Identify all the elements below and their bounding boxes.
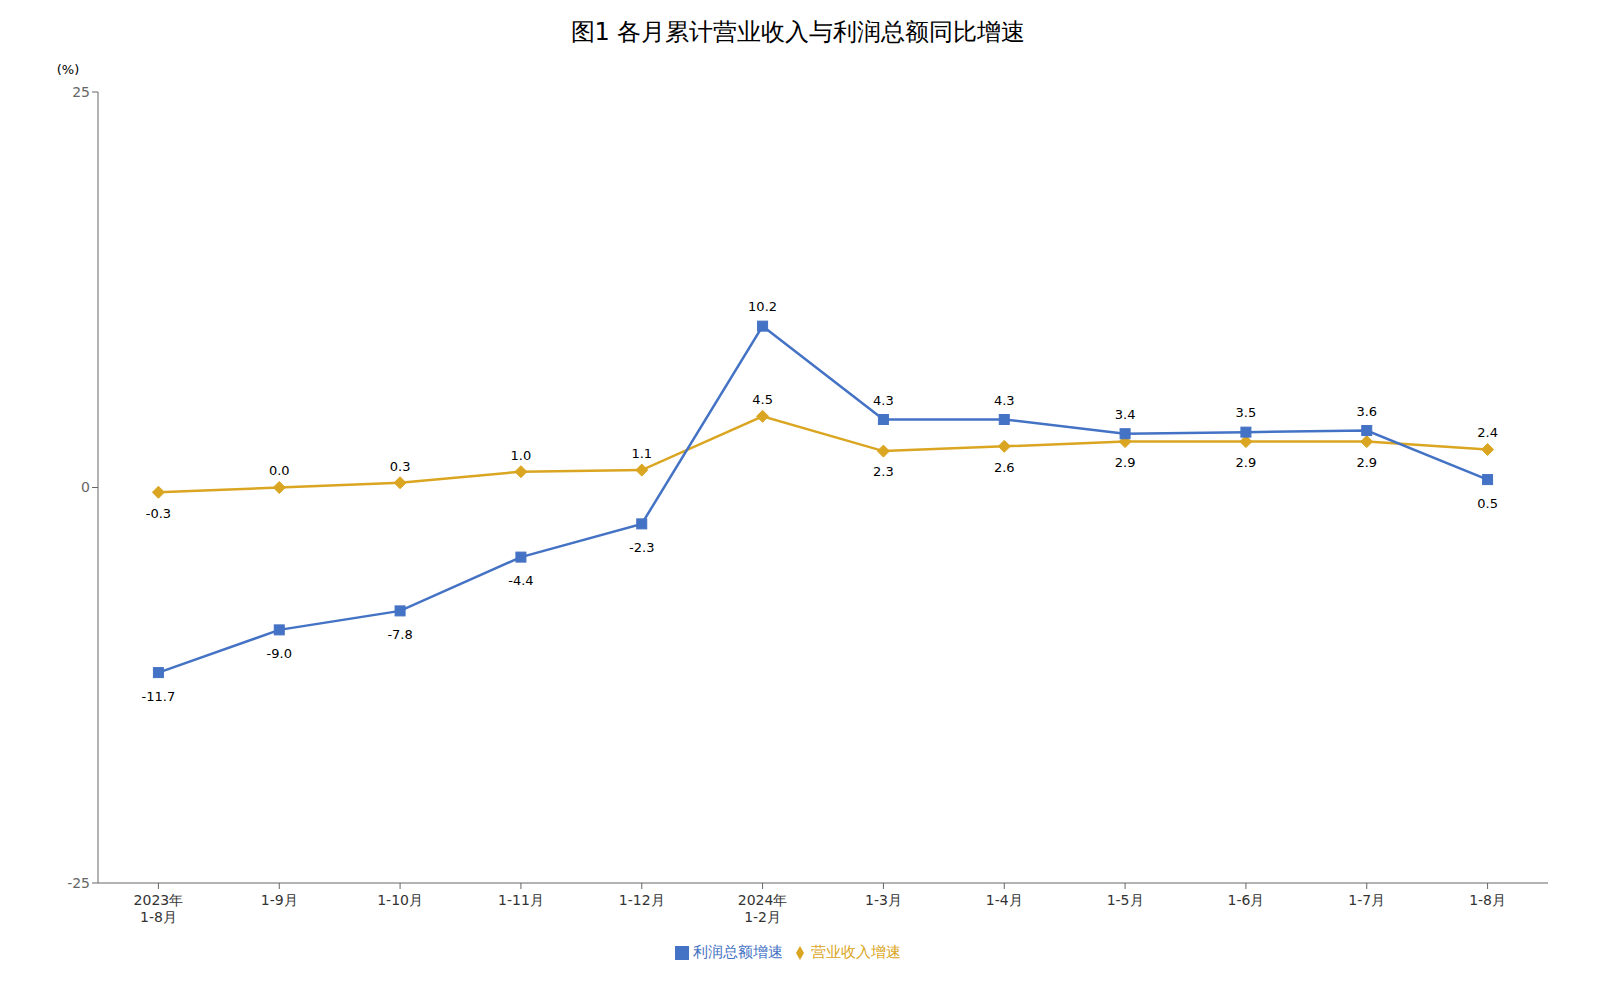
svg-text:2.3: 2.3 bbox=[873, 464, 894, 479]
svg-text:-25: -25 bbox=[67, 875, 90, 891]
svg-text:1-3月: 1-3月 bbox=[865, 892, 902, 908]
svg-text:2.6: 2.6 bbox=[994, 460, 1015, 475]
svg-text:0: 0 bbox=[81, 479, 90, 495]
svg-text:1-7月: 1-7月 bbox=[1348, 892, 1385, 908]
html-text:营业收入增速: 营业收入增速 bbox=[811, 943, 901, 961]
svg-text:3.6: 3.6 bbox=[1356, 404, 1377, 419]
svg-text:1-11月: 1-11月 bbox=[498, 892, 544, 908]
svg-text:4.5: 4.5 bbox=[752, 392, 773, 407]
svg-text:1-5月: 1-5月 bbox=[1107, 892, 1144, 908]
svg-text:1-8月: 1-8月 bbox=[1469, 892, 1506, 908]
svg-text:2.9: 2.9 bbox=[1236, 455, 1257, 470]
html-text:图1 各月累计营业收入与利润总额同比增速: 图1 各月累计营业收入与利润总额同比增速 bbox=[570, 18, 1026, 46]
svg-text:1-4月: 1-4月 bbox=[986, 892, 1023, 908]
svg-text:1-10月: 1-10月 bbox=[377, 892, 423, 908]
svg-text:1.1: 1.1 bbox=[631, 446, 652, 461]
svg-text:1-12月: 1-12月 bbox=[619, 892, 665, 908]
svg-text:4.3: 4.3 bbox=[994, 393, 1015, 408]
svg-text:0.3: 0.3 bbox=[390, 459, 411, 474]
svg-text:3.5: 3.5 bbox=[1236, 405, 1257, 420]
svg-text:10.2: 10.2 bbox=[748, 299, 777, 314]
svg-text:2.9: 2.9 bbox=[1115, 455, 1136, 470]
svg-text:(%): (%) bbox=[57, 62, 80, 77]
svg-text:-4.4: -4.4 bbox=[508, 573, 533, 588]
svg-text:1-9月: 1-9月 bbox=[261, 892, 298, 908]
svg-text:-2.3: -2.3 bbox=[629, 540, 654, 555]
svg-text:-11.7: -11.7 bbox=[142, 689, 176, 704]
svg-text:25: 25 bbox=[72, 84, 90, 100]
svg-text:4.3: 4.3 bbox=[873, 393, 894, 408]
svg-text:2.4: 2.4 bbox=[1477, 425, 1498, 440]
svg-text:2023年1-8月: 2023年1-8月 bbox=[134, 892, 184, 925]
html-text:利润总额增速: 利润总额增速 bbox=[693, 943, 783, 961]
svg-text:2024年1-2月: 2024年1-2月 bbox=[738, 892, 788, 925]
svg-text:0.5: 0.5 bbox=[1477, 496, 1498, 511]
svg-text:0.0: 0.0 bbox=[269, 463, 290, 478]
svg-text:2.9: 2.9 bbox=[1356, 455, 1377, 470]
svg-text:-9.0: -9.0 bbox=[267, 646, 292, 661]
svg-text:-0.3: -0.3 bbox=[146, 506, 171, 521]
svg-text:-7.8: -7.8 bbox=[387, 627, 412, 642]
svg-text:3.4: 3.4 bbox=[1115, 407, 1136, 422]
svg-text:1.0: 1.0 bbox=[511, 448, 532, 463]
svg-text:1-6月: 1-6月 bbox=[1227, 892, 1264, 908]
